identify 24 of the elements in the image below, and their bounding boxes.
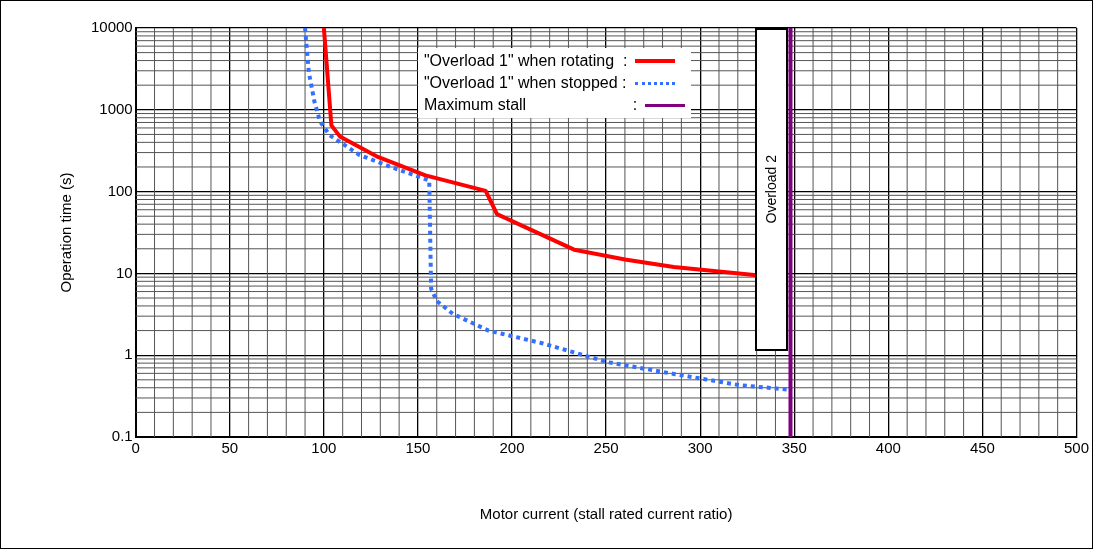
x-tick-label: 400 <box>875 439 901 457</box>
x-tick-label: 0 <box>131 439 140 457</box>
legend-label: Maximum stall : <box>423 96 638 114</box>
label-box: Overload 2 <box>754 28 788 352</box>
x-tick-label: 500 <box>1063 439 1089 457</box>
x-tick-label: 100 <box>311 439 337 457</box>
y-tick-label: 1 <box>124 345 133 363</box>
annotation: Overload 2 <box>763 155 780 224</box>
y-tick-label: 0.1 <box>111 427 133 445</box>
y-tick-label: 1000 <box>99 99 133 117</box>
x-tick-label: 200 <box>499 439 525 457</box>
x-tick-label: 250 <box>593 439 619 457</box>
x-axis-title: Motor current (stall rated current ratio) <box>479 505 733 523</box>
x-tick-label: 150 <box>405 439 431 457</box>
y-tick-label: 10 <box>116 263 133 281</box>
x-tick-label: 350 <box>781 439 807 457</box>
y-axis-title: Operation time (s) <box>57 172 75 293</box>
x-tick-label: 50 <box>221 439 239 457</box>
y-tick-label: 10000 <box>90 18 133 36</box>
legend-label: "Overload 1" when rotating : <box>423 52 628 70</box>
legend-label: "Overload 1" when stopped : <box>423 74 627 92</box>
y-tick-label: 100 <box>107 181 133 199</box>
x-tick-label: 450 <box>969 439 995 457</box>
x-tick-label: 300 <box>687 439 713 457</box>
